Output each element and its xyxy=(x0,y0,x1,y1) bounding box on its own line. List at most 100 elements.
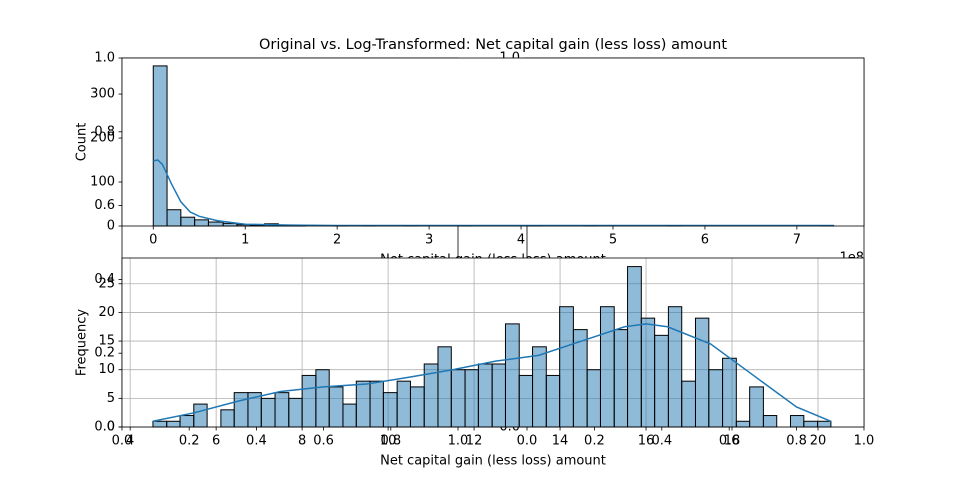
bar xyxy=(369,380,384,428)
x-tick-label: 2 xyxy=(333,233,341,248)
x-tick-label: 0.8 xyxy=(786,434,807,449)
y-tick-label: 0.2 xyxy=(94,346,115,361)
bar xyxy=(559,306,574,428)
bar xyxy=(274,392,290,428)
x-tick-label: 18 xyxy=(724,434,741,449)
y-tick-label: 100 xyxy=(90,175,115,190)
bar xyxy=(477,363,493,428)
bar xyxy=(180,216,196,227)
axes: 0 1 2 3 4 5 6 7 0 100 200 300 Original vs. Log-Trans… xyxy=(75,37,865,268)
chart-title: Original vs. Log-Transformed: Net capita… xyxy=(259,37,727,53)
y-tick-label: 200 xyxy=(90,131,115,146)
x-tick-label: 0.4 xyxy=(651,434,672,449)
bar xyxy=(382,392,398,428)
x-tick-label: 0 xyxy=(149,233,157,248)
bar xyxy=(640,317,656,428)
bar xyxy=(667,306,683,428)
axes-frame xyxy=(121,257,865,428)
bar xyxy=(301,374,317,428)
bar xyxy=(586,369,601,428)
x-tick-label: 16 xyxy=(638,434,655,449)
y-tick-label: 300 xyxy=(90,87,115,102)
bar xyxy=(762,415,778,428)
x-tick-label: 8 xyxy=(298,434,306,449)
x-tick-label: 20 xyxy=(810,434,827,449)
bar xyxy=(613,329,629,428)
x-tick-label: 4 xyxy=(517,233,525,248)
bar xyxy=(749,386,764,428)
x-tick-label: 7 xyxy=(793,233,801,248)
bar xyxy=(532,346,547,428)
x-tick-label: 1 xyxy=(241,233,249,248)
y-tick-label: 0.8 xyxy=(94,124,115,139)
bar xyxy=(328,386,344,428)
bar xyxy=(152,420,168,428)
x-tick-label: 0.4 xyxy=(246,434,267,449)
bar xyxy=(708,369,724,428)
x-tick-label: 0.8 xyxy=(380,434,401,449)
bar xyxy=(207,221,224,227)
x-tick-label: 4 xyxy=(126,434,134,449)
axes: 4 6 8 10 12 14 16 18 20 0 5 10 15 20 25 Net capital gai… xyxy=(75,257,865,469)
bar xyxy=(437,346,452,428)
y-tick-label: 0.4 xyxy=(94,272,115,287)
x-tick-label: 3 xyxy=(425,233,433,248)
y-tick-label: 5 xyxy=(107,391,115,406)
bar xyxy=(152,65,168,227)
x-axis-label: Net capital gain (less loss) amount xyxy=(380,454,606,469)
y-tick-label: 10 xyxy=(98,362,115,377)
bar xyxy=(355,380,371,428)
bar xyxy=(288,397,303,428)
y-tick-label: 20 xyxy=(98,305,115,320)
bar xyxy=(220,409,235,428)
axes-background xyxy=(122,58,864,226)
kde-line xyxy=(152,323,832,423)
bar xyxy=(179,415,195,428)
bar xyxy=(193,403,208,428)
bar xyxy=(735,420,751,428)
bar xyxy=(450,369,466,428)
bar xyxy=(409,386,425,428)
x-tick-label: 10 xyxy=(380,434,397,449)
bar xyxy=(342,403,357,428)
bar xyxy=(599,306,615,428)
bar xyxy=(166,420,181,428)
x-tick-label: 14 xyxy=(552,434,569,449)
x-tick-label: 1.0 xyxy=(854,434,875,449)
y-tick-label: 0.6 xyxy=(94,198,115,213)
bar xyxy=(654,334,669,428)
bar xyxy=(572,329,588,428)
bar xyxy=(681,380,696,428)
y-tick-label: 0.0 xyxy=(94,420,115,435)
y-tick-label: 0 xyxy=(107,219,115,234)
axes-frame xyxy=(121,57,865,227)
bar xyxy=(722,357,737,428)
bar xyxy=(803,420,819,428)
bar xyxy=(464,369,479,428)
x-tick-label: 0.6 xyxy=(313,434,334,449)
bar xyxy=(396,380,411,428)
x-tick-label: 0.2 xyxy=(584,434,605,449)
bar xyxy=(694,317,710,428)
bar xyxy=(491,363,506,428)
bar xyxy=(518,374,534,428)
bar xyxy=(233,392,249,428)
x-tick-label: 5 xyxy=(609,233,617,248)
bar xyxy=(315,369,330,428)
y-tick-label: 15 xyxy=(98,334,115,349)
bar xyxy=(817,420,832,428)
bar xyxy=(789,415,805,428)
x-tick-label: 6 xyxy=(701,233,709,248)
bar xyxy=(260,397,276,428)
x-tick-label: 6 xyxy=(212,434,220,449)
bar xyxy=(545,374,561,428)
x-tick-label: 0.0 xyxy=(112,434,133,449)
y-tick-label: 1.0 xyxy=(94,51,115,66)
bar xyxy=(504,323,520,428)
y-tick-label: 0 xyxy=(107,420,115,435)
x-tick-label: 1.0 xyxy=(448,434,469,449)
y-tick-label: 25 xyxy=(98,276,115,291)
bar xyxy=(166,209,182,227)
x-tick-label: 0.6 xyxy=(719,434,740,449)
